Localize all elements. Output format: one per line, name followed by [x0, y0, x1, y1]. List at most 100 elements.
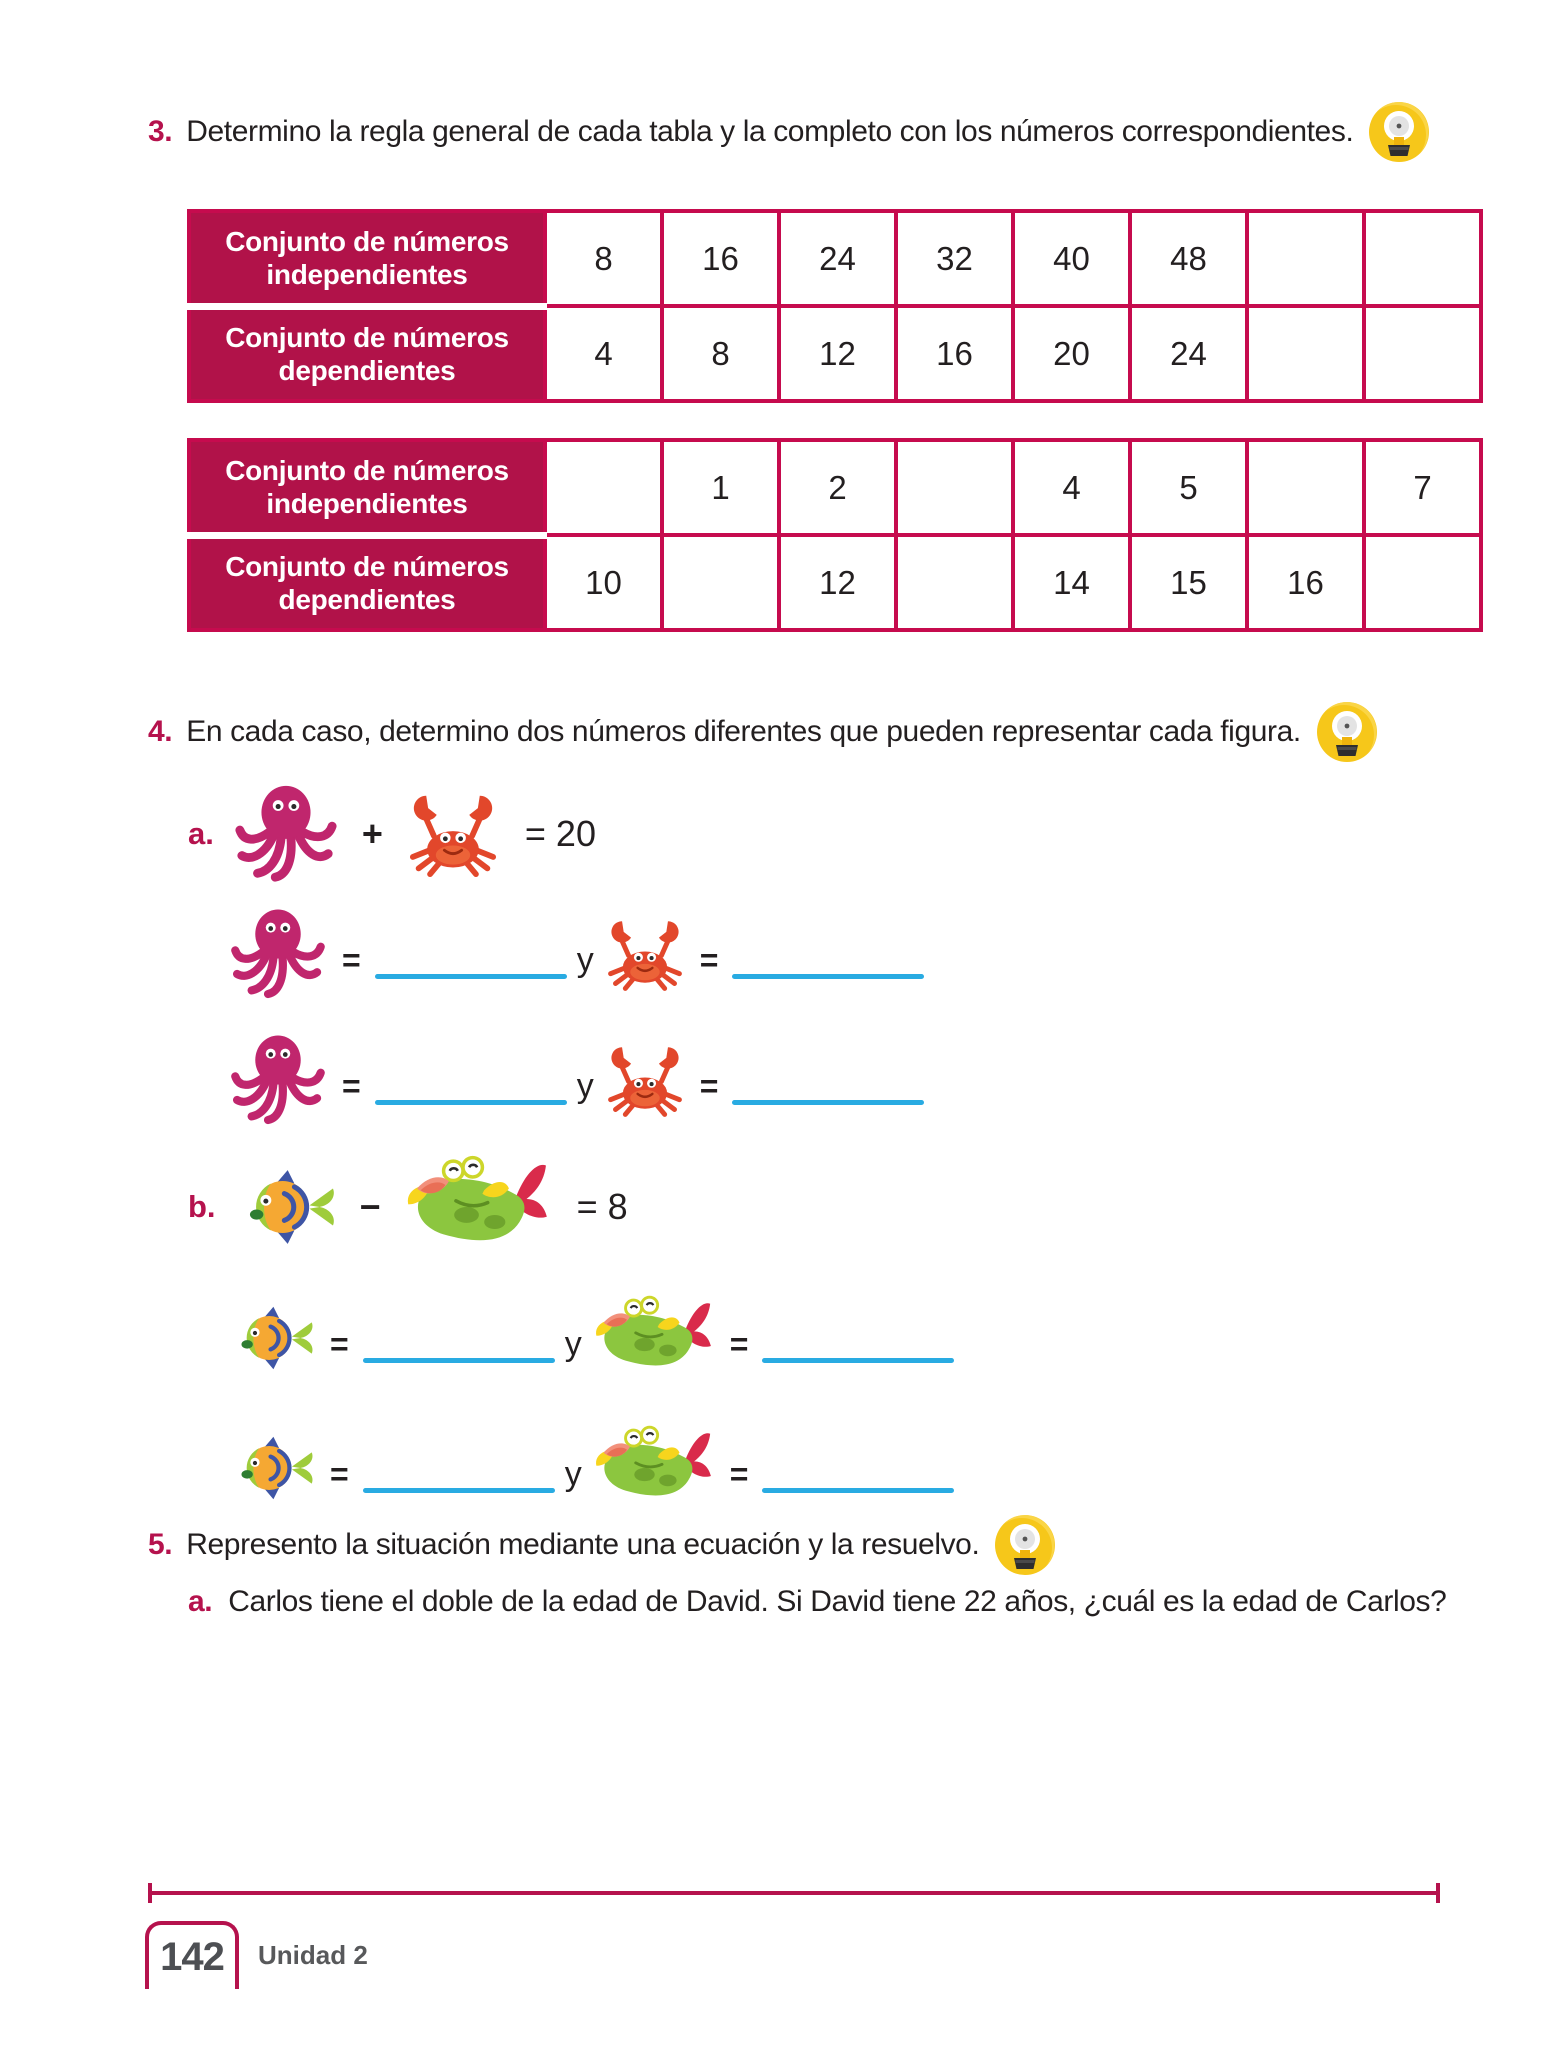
table-cell: 40	[1011, 209, 1132, 308]
empty-answer-cell[interactable]	[1245, 209, 1366, 308]
rule-table-1: Conjunto de números independientes 8 16 24 3…	[187, 209, 1483, 403]
empty-answer-cell[interactable]	[894, 438, 1015, 537]
part-a-label: a.	[188, 816, 214, 851]
equals-sign: =	[342, 941, 361, 978]
equals-sign: =	[729, 1455, 749, 1492]
table-cell: 12	[777, 304, 898, 403]
answer-blank[interactable]	[732, 973, 925, 979]
exercise-5-heading: 5. Represento la situación mediante una …	[148, 1513, 1057, 1577]
exercise-3-number: 3.	[148, 115, 173, 148]
equals-sign: =	[699, 1067, 719, 1104]
rule-table-2: Conjunto de números independientes 1 2 4 5 7 C…	[187, 438, 1483, 632]
exercise-5-text: Represento la situación mediante una ecu…	[186, 1528, 980, 1561]
page-number: 142	[160, 1934, 225, 1979]
footer-divider	[148, 1883, 1440, 1903]
table-cell: 10	[543, 533, 664, 632]
octopus-icon	[228, 1032, 328, 1128]
exercise-5a-text: Carlos tiene el doble de la edad de Davi…	[228, 1585, 1447, 1618]
empty-answer-cell[interactable]	[660, 533, 781, 632]
table-cell: 16	[894, 304, 1015, 403]
connector-y: y	[576, 1066, 594, 1105]
lightbulb-hint-icon	[1367, 100, 1431, 164]
octopus-icon	[228, 906, 328, 1002]
answer-blank[interactable]	[762, 1487, 955, 1493]
table-cell: 16	[1245, 533, 1366, 632]
table-cell: 1	[660, 438, 781, 537]
table-cell: 8	[660, 304, 781, 403]
connector-y: y	[564, 1454, 582, 1493]
page-number-tab: 142	[145, 1921, 239, 1989]
small-fish-icon	[228, 1433, 316, 1503]
table-cell: 20	[1011, 304, 1132, 403]
small-fish-icon	[234, 1165, 338, 1249]
exercise-4-heading: 4. En cada caso, determino dos números d…	[148, 700, 1379, 764]
equals-sign: =	[330, 1325, 349, 1362]
equals-sign: =	[330, 1455, 349, 1492]
table-cell: 24	[777, 209, 898, 308]
empty-answer-cell[interactable]	[894, 533, 1015, 632]
row-header: Conjunto de números independientes	[187, 438, 547, 539]
small-fish-icon	[228, 1303, 316, 1373]
answer-row-b1: = y =	[228, 1278, 955, 1398]
result-b: = 8	[576, 1186, 628, 1227]
part-b-label: b.	[188, 1189, 216, 1224]
answer-blank[interactable]	[762, 1357, 955, 1363]
empty-answer-cell[interactable]	[1362, 209, 1483, 308]
connector-y: y	[576, 940, 594, 979]
answer-blank[interactable]	[732, 1099, 925, 1105]
lightbulb-hint-icon	[993, 1513, 1057, 1577]
table-cell: 4	[543, 304, 664, 403]
exercise-3-text: Determino la regla general de cada tabla…	[186, 115, 1354, 148]
big-fish-icon	[403, 1151, 553, 1263]
table-cell: 32	[894, 209, 1015, 308]
exercise-3-heading: 3. Determino la regla general de cada ta…	[148, 100, 1431, 164]
unit-label: Unidad 2	[258, 1940, 368, 1970]
equals-sign: =	[342, 1067, 361, 1104]
row-header: Conjunto de números dependientes	[187, 533, 547, 632]
table-cell: 12	[777, 533, 898, 632]
empty-answer-cell[interactable]	[1362, 533, 1483, 632]
part-a-label: a.	[188, 1585, 213, 1618]
crab-icon	[604, 916, 686, 992]
table-cell: 16	[660, 209, 781, 308]
equation-b: b. −	[188, 1148, 628, 1266]
table-cell: 4	[1011, 438, 1132, 537]
big-fish-icon	[592, 1422, 716, 1514]
answer-row-a1: = y =	[228, 898, 925, 1010]
answer-blank[interactable]	[362, 1487, 555, 1493]
table-cell: 7	[1362, 438, 1483, 537]
exercise-4-number: 4.	[148, 715, 173, 748]
plus-sign: +	[361, 813, 383, 854]
row-header: Conjunto de números dependientes	[187, 304, 547, 403]
table-cell: 8	[543, 209, 664, 308]
table-cell: 24	[1128, 304, 1249, 403]
result-a: = 20	[524, 813, 596, 854]
connector-y: y	[564, 1324, 582, 1363]
table-cell: 14	[1011, 533, 1132, 632]
answer-blank[interactable]	[374, 973, 567, 979]
table-cell: 48	[1128, 209, 1249, 308]
equation-a: a. +	[188, 778, 596, 890]
empty-answer-cell[interactable]	[1245, 304, 1366, 403]
empty-answer-cell[interactable]	[1245, 438, 1366, 537]
empty-answer-cell[interactable]	[1362, 304, 1483, 403]
big-fish-icon	[592, 1292, 716, 1384]
lightbulb-hint-icon	[1315, 700, 1379, 764]
exercise-4-text: En cada caso, determino dos números dife…	[186, 715, 1301, 748]
crab-icon	[405, 790, 501, 878]
answer-blank[interactable]	[362, 1357, 555, 1363]
exercise-5a: a. Carlos tiene el doble de la edad de D…	[188, 1585, 1447, 1619]
answer-row-b2: = y =	[228, 1408, 955, 1528]
equals-sign: =	[729, 1325, 749, 1362]
answer-blank[interactable]	[374, 1099, 567, 1105]
table-cell: 15	[1128, 533, 1249, 632]
table-cell: 2	[777, 438, 898, 537]
exercise-5-number: 5.	[148, 1528, 173, 1561]
crab-icon	[604, 1042, 686, 1118]
minus-sign: −	[359, 1186, 381, 1227]
answer-row-a2: = y =	[228, 1024, 925, 1136]
empty-answer-cell[interactable]	[543, 438, 664, 537]
octopus-icon	[232, 782, 340, 886]
row-header: Conjunto de números independientes	[187, 209, 547, 310]
